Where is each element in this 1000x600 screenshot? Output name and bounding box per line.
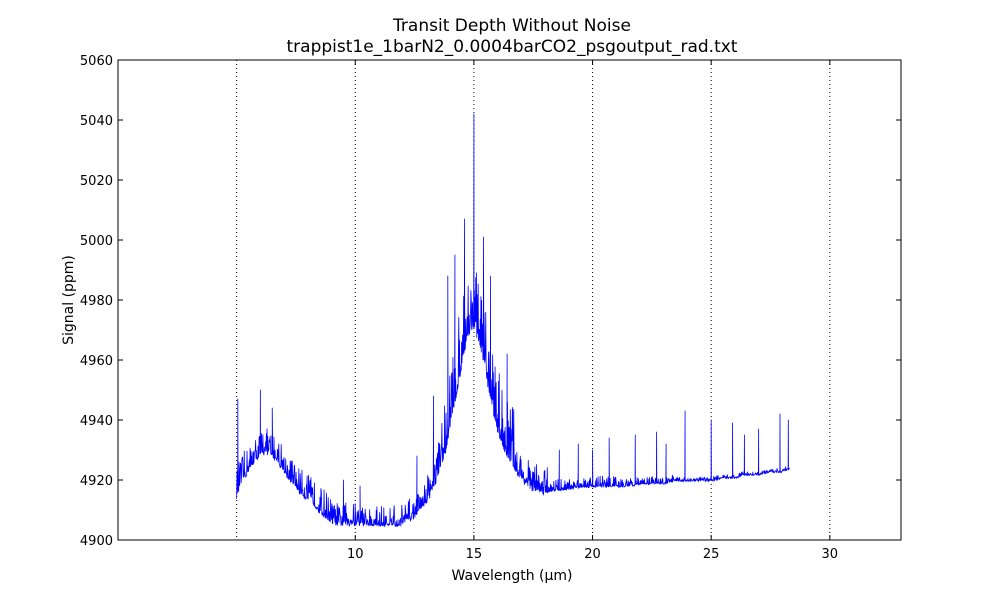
y-tick-label: 5040 <box>80 114 113 129</box>
y-tick-label: 4900 <box>80 534 113 549</box>
y-tick-label: 5000 <box>80 234 113 249</box>
y-tick-label: 4960 <box>80 354 113 369</box>
y-axis-label: Signal (ppm) <box>61 255 77 345</box>
axis-ticks <box>118 59 901 541</box>
spectrum-series <box>236 113 790 527</box>
y-tick-labels: 4900 4920 4940 4960 4980 5000 5020 5040 5060 <box>80 54 113 549</box>
x-tick-labels: 10 15 20 25 30 <box>347 547 838 562</box>
spectrum-line <box>236 113 790 527</box>
y-tick-label: 5020 <box>80 174 113 189</box>
x-tick-label: 20 <box>584 547 601 562</box>
x-tick-label: 30 <box>822 547 839 562</box>
x-tick-label: 15 <box>466 547 483 562</box>
x-tick-label: 25 <box>703 547 720 562</box>
y-tick-label: 5060 <box>80 54 113 69</box>
x-tick-label: 10 <box>347 547 364 562</box>
chart-subtitle: trappist1e_1barN2_0.0004barCO2_psgoutput… <box>287 37 738 57</box>
x-axis-label: Wavelength (μm) <box>452 568 573 584</box>
chart-title: Transit Depth Without Noise <box>392 16 631 36</box>
y-tick-label: 4920 <box>80 474 113 489</box>
y-tick-label: 4940 <box>80 414 113 429</box>
y-tick-label: 4980 <box>80 294 113 309</box>
